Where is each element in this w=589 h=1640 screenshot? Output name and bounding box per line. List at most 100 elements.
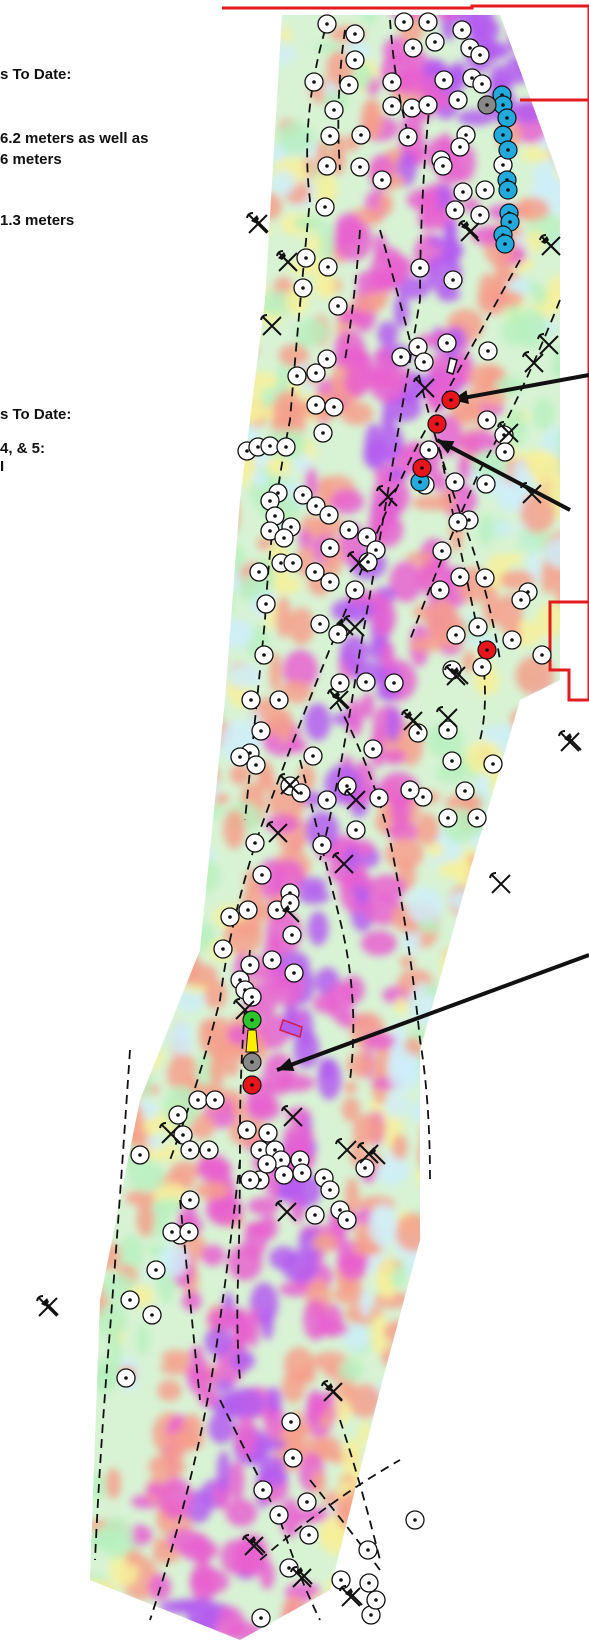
prospect-circle-icon xyxy=(283,553,303,573)
prospect-circle-icon xyxy=(450,567,470,587)
lineament-18 xyxy=(339,1419,381,1561)
prospect-circle-icon xyxy=(220,907,240,927)
prospect-circle-icon xyxy=(433,156,453,176)
annotation-intercept-3: 1.3 meters xyxy=(0,212,75,229)
prospect-circle-icon xyxy=(254,645,274,665)
prospect-circle-icon xyxy=(284,963,304,983)
prospect-circle-icon xyxy=(382,72,402,92)
prospect-circle-icon xyxy=(269,1505,289,1525)
prospect-circle-icon xyxy=(180,1140,200,1160)
prospect-circle-icon xyxy=(253,1480,273,1500)
prospect-circle-icon xyxy=(432,541,452,561)
prospect-circle-icon xyxy=(312,835,332,855)
drill-hole-icon xyxy=(498,140,518,160)
prospect-circle-icon xyxy=(130,1145,150,1165)
lineament-17 xyxy=(309,1479,381,1571)
prospect-circle-icon xyxy=(180,1190,200,1210)
callout-arrows xyxy=(276,373,589,1072)
prospect-circle-icon xyxy=(402,98,422,118)
drill-hole-icon xyxy=(477,640,497,660)
drill-trace xyxy=(245,1029,259,1053)
outcrop-polygon xyxy=(446,357,458,375)
prospect-circle-icon xyxy=(398,127,418,147)
prospect-circle-icon xyxy=(319,505,339,525)
prospect-circle-icon xyxy=(418,12,438,32)
prospect-circle-icon xyxy=(310,614,330,634)
prospect-circle-icon xyxy=(299,1525,319,1545)
prospect-circle-icon xyxy=(477,410,497,430)
prospect-circle-icon xyxy=(305,1205,325,1225)
prospect-circle-icon xyxy=(281,1412,301,1432)
prospect-circle-icon xyxy=(434,70,454,90)
prospect-circle-icon xyxy=(475,180,495,200)
prospect-circle-icon xyxy=(237,1120,257,1140)
prospect-circle-icon xyxy=(472,657,492,677)
prospect-circle-icon xyxy=(262,950,282,970)
prospect-circle-icon xyxy=(306,395,326,415)
prospect-circle-icon xyxy=(297,1492,317,1512)
drill-hole-icon xyxy=(498,180,518,200)
drill-hole-icon xyxy=(242,1052,262,1072)
prospect-circle-icon xyxy=(230,747,250,767)
prospect-circle-icon xyxy=(199,1140,219,1160)
prospect-circle-icon xyxy=(292,1163,312,1183)
drill-hole-icon xyxy=(410,472,430,492)
lineament-1 xyxy=(337,29,346,171)
prospect-circle-icon xyxy=(351,125,371,145)
prospect-circle-icon xyxy=(146,1260,166,1280)
prospect-circle-icon xyxy=(252,865,272,885)
prospect-circle-icon xyxy=(442,751,462,771)
prospect-circle-icon xyxy=(320,1180,340,1200)
prospect-circle-icon xyxy=(324,100,344,120)
prospect-circle-icon xyxy=(179,1222,199,1242)
prospect-circle-icon xyxy=(476,474,496,494)
annotation-intercept-1: 6.2 meters as well as xyxy=(0,130,149,147)
prospect-circle-icon xyxy=(345,50,365,70)
lineament-13 xyxy=(94,1049,131,1561)
annotation-fragment: I xyxy=(0,458,5,475)
prospect-circle-icon xyxy=(320,572,340,592)
prospect-circle-icon xyxy=(238,900,258,920)
prospect-circle-icon xyxy=(241,690,261,710)
prospect-circle-icon xyxy=(317,790,337,810)
shovel-icon xyxy=(344,1587,363,1606)
prospect-circle-icon xyxy=(363,739,383,759)
prospect-circle-icon xyxy=(257,1154,277,1174)
annotation-results-to-date-1: s To Date: xyxy=(0,66,72,83)
prospect-circle-icon xyxy=(274,528,294,548)
prospect-circle-icon xyxy=(240,1170,260,1190)
prospect-circle-icon xyxy=(251,1608,271,1628)
lineament-16 xyxy=(259,1459,401,1561)
prospect-circle-icon xyxy=(511,590,531,610)
lineament-9 xyxy=(329,689,431,1181)
prospect-circle-icon xyxy=(446,625,466,645)
prospect-circle-icon xyxy=(403,38,423,58)
prospect-circle-icon xyxy=(369,788,389,808)
prospect-circle-icon xyxy=(346,820,366,840)
lineament-10 xyxy=(299,759,355,1081)
prospect-circle-icon xyxy=(303,746,323,766)
prospect-circle-icon xyxy=(438,808,458,828)
prospect-circle-icon xyxy=(448,512,468,532)
prospect-circle-icon xyxy=(483,754,503,774)
prospect-circle-icon xyxy=(445,472,465,492)
prospect-circle-icon xyxy=(324,397,344,417)
prospect-circle-icon xyxy=(410,258,430,278)
lineament-3 xyxy=(319,99,431,861)
prospect-circle-icon xyxy=(443,270,463,290)
prospect-circle-icon xyxy=(317,156,337,176)
lineament-12 xyxy=(149,1159,241,1621)
prospect-circle-icon xyxy=(276,437,296,457)
drill-hole-icon xyxy=(242,1075,262,1095)
prospect-circle-icon xyxy=(142,1305,162,1325)
prospect-circle-icon xyxy=(260,436,280,456)
prospect-circle-icon xyxy=(366,1590,386,1610)
prospect-circle-icon xyxy=(445,200,465,220)
lineament-4 xyxy=(169,259,521,1161)
prospect-circle-icon xyxy=(315,197,335,217)
prospect-circle-icon xyxy=(472,74,492,94)
prospect-circle-icon xyxy=(350,157,370,177)
drill-hole-icon xyxy=(477,95,497,115)
prospect-circle-icon xyxy=(394,12,414,32)
